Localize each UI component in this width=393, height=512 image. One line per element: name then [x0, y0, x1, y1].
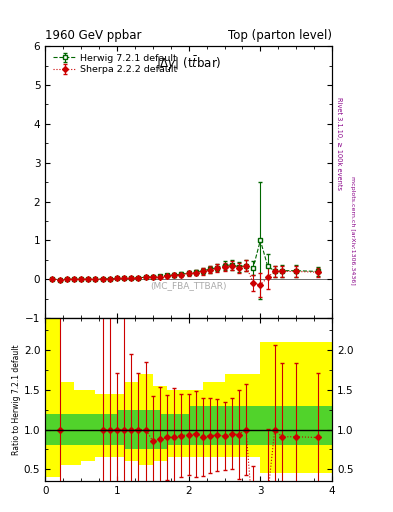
Text: Rivet 3.1.10, ≥ 100k events: Rivet 3.1.10, ≥ 100k events — [336, 97, 342, 190]
Text: 1960 GeV ppbar: 1960 GeV ppbar — [45, 29, 142, 42]
Text: Top (parton level): Top (parton level) — [228, 29, 332, 42]
Text: $|\Delta y|$ (t$\bar{t}$bar): $|\Delta y|$ (t$\bar{t}$bar) — [156, 54, 221, 73]
Text: (MC_FBA_TTBAR): (MC_FBA_TTBAR) — [151, 281, 227, 290]
Text: mcplots.cern.ch [arXiv:1306.3436]: mcplots.cern.ch [arXiv:1306.3436] — [350, 176, 355, 285]
Y-axis label: Ratio to Herwig 7.2.1 default: Ratio to Herwig 7.2.1 default — [12, 345, 21, 455]
Legend: Herwig 7.2.1 default, Sherpa 2.2.2 default: Herwig 7.2.1 default, Sherpa 2.2.2 defau… — [50, 51, 180, 77]
